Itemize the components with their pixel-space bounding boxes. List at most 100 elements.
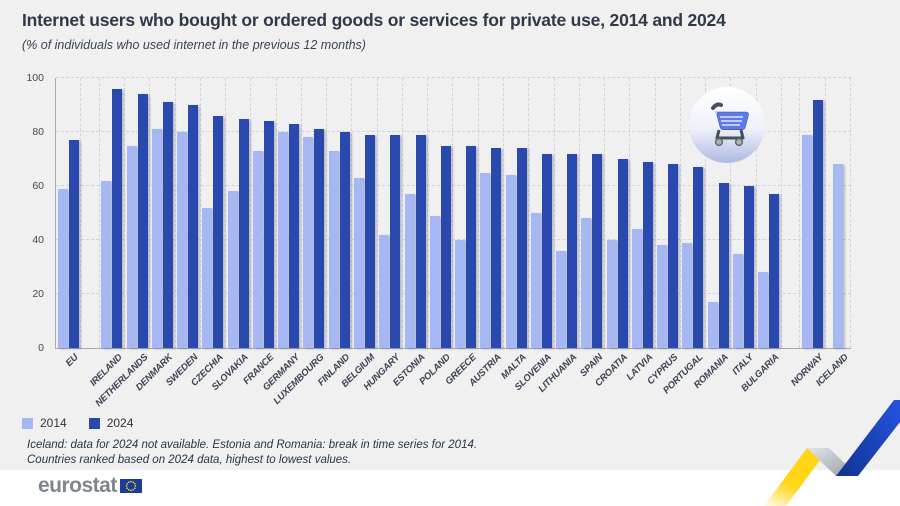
country-group-czechia: CZECHIA <box>189 78 227 389</box>
legend-swatch-2024 <box>88 417 100 429</box>
bar-2014-greece <box>455 240 466 348</box>
eurostat-wordmark: eurostat <box>38 474 117 497</box>
country-group-poland: POLAND <box>418 78 454 387</box>
legend-swatch-2014 <box>22 417 33 429</box>
gridline <box>56 185 851 186</box>
bar-2014-italy <box>733 253 743 348</box>
gridline <box>56 131 851 132</box>
bar-2014-netherlands <box>126 145 137 348</box>
bar-2024-czechia <box>213 115 224 348</box>
gridline <box>56 239 851 240</box>
bar-2014-germany <box>278 132 289 348</box>
bar-2014-portugal <box>682 242 693 348</box>
bar-2024-luxembourg <box>314 129 325 348</box>
country-group-france: FRANCE <box>241 78 277 387</box>
shopping-cart-icon <box>688 86 766 164</box>
bar-2024-cyprus <box>668 164 679 348</box>
y-axis-tick-label: 100 <box>26 72 44 84</box>
bar-2014-cyprus <box>657 245 668 348</box>
y-axis-tick-label: 40 <box>32 234 44 246</box>
country-group-norway: NORWAY <box>789 78 826 389</box>
bar-2014-lithuania <box>556 250 567 348</box>
bar-2024-germany <box>289 123 300 348</box>
bar-2024-belgium <box>365 134 376 348</box>
country-group-spain: SPAIN <box>578 78 606 379</box>
bar-2014-hungary <box>379 234 390 348</box>
bar-2014-slovenia <box>530 213 541 348</box>
bar-2014-iceland <box>832 164 843 348</box>
country-group-belgium: BELGIUM <box>340 78 378 390</box>
page-subtitle: (% of individuals who used internet in t… <box>22 38 366 52</box>
bar-2014-croatia <box>606 240 617 348</box>
country-group-croatia: CROATIA <box>593 78 631 389</box>
bar-2024-greece <box>466 145 477 348</box>
country-group-romania: ROMANIA <box>692 78 732 391</box>
bar-2024-estonia <box>415 134 426 348</box>
bar-2014-france <box>252 150 263 348</box>
country-group-finland: FINLAND <box>316 78 353 388</box>
legend: 2014 2024 <box>22 416 133 430</box>
bar-2024-malta <box>516 148 527 348</box>
bar-2024-france <box>263 121 274 348</box>
bar-2024-italy <box>744 186 754 348</box>
country-group-slovakia: SLOVAKIA <box>210 78 252 393</box>
legend-item-2014: 2014 <box>22 416 67 430</box>
bar-2014-denmark <box>151 129 162 348</box>
bar-2014-bulgaria <box>758 272 769 348</box>
bar-2024-hungary <box>390 134 401 348</box>
country-group-latvia: LATVIA <box>625 78 656 383</box>
country-group-denmark: DENMARK <box>134 78 176 393</box>
bar-2024-austria <box>491 148 502 348</box>
bar-2014-eu <box>57 188 68 348</box>
y-axis-tick-label: 60 <box>32 180 44 192</box>
bar-2024-sweden <box>188 105 199 348</box>
bar-2014-estonia <box>404 194 415 348</box>
bar-2024-norway <box>813 99 823 348</box>
bar-2014-luxembourg <box>303 137 314 348</box>
bar-2014-norway <box>802 134 812 348</box>
eurostat-logo: eurostat <box>38 474 142 498</box>
y-axis: 0 20 40 60 80 100 <box>0 72 50 354</box>
country-group-malta: MALTA <box>499 78 530 382</box>
footnotes: Iceland: data for 2024 not available. Es… <box>27 438 477 468</box>
bar-2014-latvia <box>631 229 642 348</box>
bar-2014-austria <box>480 172 491 348</box>
country-group-estonia: ESTONIA <box>391 78 429 389</box>
country-group-germany: GERMANY <box>260 78 302 393</box>
bar-2014-malta <box>505 175 516 348</box>
bar-2014-poland <box>429 215 440 348</box>
country-group-cyprus: CYPRUS <box>646 78 681 387</box>
bar-2024-slovenia <box>541 153 552 348</box>
country-group-luxembourg: LUXEMBOURG <box>272 78 328 407</box>
bar-2014-finland <box>328 150 339 348</box>
group-spacer <box>782 78 801 348</box>
plot-area: EU IRELAND NETHERLANDS DENMARK SWEDEN CZECHIA… <box>55 77 851 409</box>
bar-2014-slovakia <box>227 191 238 348</box>
eu-flag-icon <box>119 479 142 493</box>
country-group-eu: EU <box>56 78 82 369</box>
bar-2024-croatia <box>617 159 628 348</box>
bar-2024-ireland <box>112 88 123 348</box>
country-group-netherlands: NETHERLANDS <box>93 78 151 409</box>
country-group-greece: GREECE <box>443 78 479 387</box>
bars-row: EU IRELAND NETHERLANDS DENMARK SWEDEN CZECHIA… <box>56 78 851 409</box>
bar-2014-sweden <box>177 132 188 348</box>
legend-label-2024: 2024 <box>106 416 134 430</box>
country-group-austria: AUSTRIA <box>467 78 504 389</box>
gridline <box>56 293 851 294</box>
bar-2014-spain <box>581 218 592 348</box>
footer: eurostat <box>0 470 900 506</box>
country-group-ireland: IRELAND <box>88 78 125 389</box>
bar-2024-eu <box>68 140 79 348</box>
country-group-italy: ITALY <box>731 78 757 377</box>
country-group-slovenia: SLOVENIA <box>513 78 555 393</box>
bar-2024-lithuania <box>567 153 578 348</box>
gridline <box>56 77 851 78</box>
country-group-iceland: ICELAND <box>814 78 851 389</box>
bar-2014-czechia <box>202 207 213 348</box>
country-group-lithuania: LITHUANIA <box>537 78 580 395</box>
bar-2024-poland <box>440 145 451 348</box>
bar-2014-ireland <box>101 180 112 348</box>
bar-2024-denmark <box>162 102 173 348</box>
